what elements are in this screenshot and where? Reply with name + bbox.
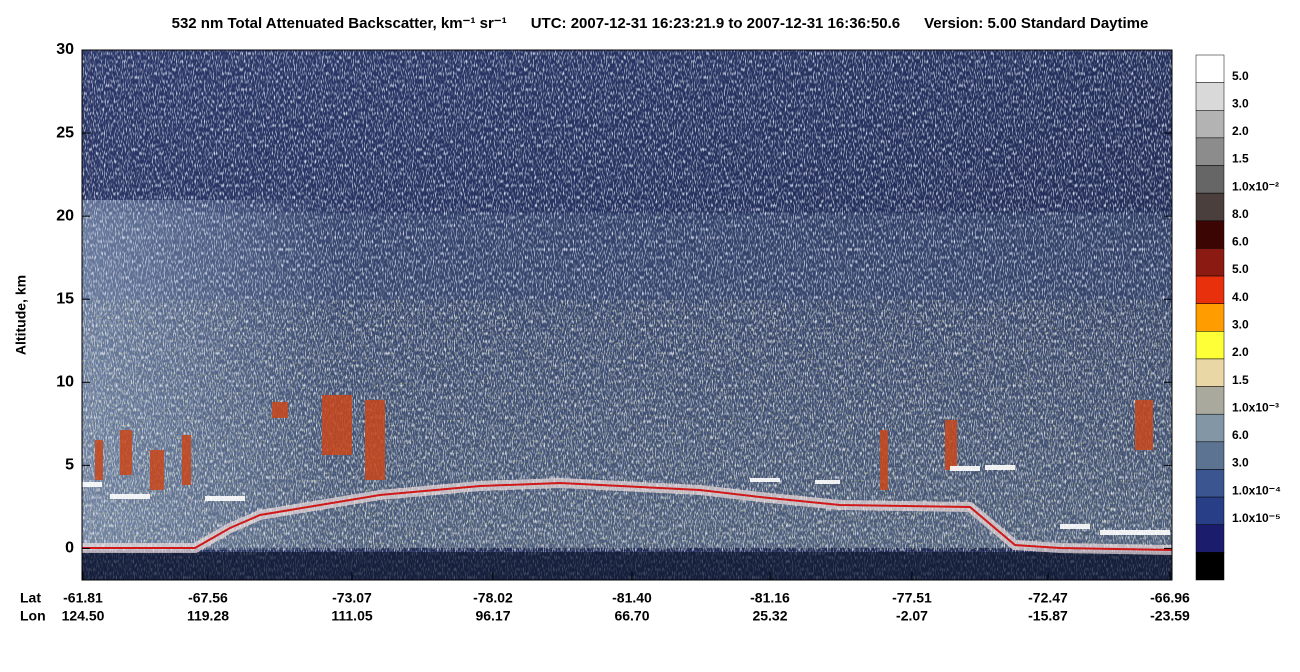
colorbar-bin (1195, 386, 1225, 415)
colorbar-bin (1195, 469, 1225, 498)
colorbar-label: 8.0 (1232, 207, 1249, 221)
colorbar-bin (1195, 137, 1225, 166)
y-tick-label: 30 (56, 41, 74, 58)
colorbar-bin (1195, 413, 1225, 443)
colorbar-bin (1195, 192, 1225, 222)
x-tick-lat: -78.02 (473, 590, 513, 606)
x-tick-lon: 66.70 (614, 608, 649, 624)
x-tick-lat: -73.07 (332, 590, 372, 606)
y-tick-label: 10 (56, 374, 74, 391)
y-axis-label: Altitude, km (13, 275, 29, 355)
colorbar-label: 1.0x10⁻⁵ (1232, 511, 1281, 525)
colorbar-label: 3.0 (1232, 317, 1249, 331)
colorbar-bin (1195, 248, 1225, 277)
y-tick-label: 20 (56, 207, 74, 224)
colorbar-label: 6.0 (1232, 235, 1249, 249)
colorbar-bin (1195, 82, 1225, 111)
y-tick-label: 0 (65, 540, 74, 557)
colorbar-bin (1195, 110, 1225, 139)
x-tick-lon: -2.07 (896, 608, 928, 624)
colorbar-bin (1195, 275, 1225, 304)
x-tick-lat: -61.81 (63, 590, 103, 606)
colorbar-label: 6.0 (1232, 428, 1249, 442)
version: Version: 5.00 Standard Daytime (924, 15, 1148, 32)
x-tick-lon: -23.59 (1150, 608, 1190, 624)
colorbar-bin (1195, 441, 1225, 470)
y-tick-label: 5 (65, 457, 74, 474)
lat-label: Lat (20, 590, 41, 606)
x-tick-lon: 96.17 (475, 608, 510, 624)
x-tick-lat: -81.16 (750, 590, 790, 606)
plot-frame (81, 49, 1173, 581)
colorbar-label: 1.0x10⁻² (1232, 179, 1279, 193)
colorbar-bin (1195, 303, 1225, 332)
x-tick-lat: -72.47 (1028, 590, 1068, 606)
colorbar-label: 1.0x10⁻³ (1232, 400, 1279, 414)
colorbar-label: 3.0 (1232, 96, 1249, 110)
colorbar-label: 2.0 (1232, 124, 1249, 138)
title: 532 nm Total Attenuated Backscatter, km⁻… (172, 15, 507, 32)
x-tick-lon: 25.32 (752, 608, 787, 624)
colorbar-bin (1195, 496, 1225, 525)
colorbar-label: 3.0 (1232, 456, 1249, 470)
colorbar-bin (1195, 552, 1225, 581)
chart-title: 532 nm Total Attenuated Backscatter, km⁻… (172, 15, 1149, 32)
colorbar-label: 2.0 (1232, 345, 1249, 359)
lon-label: Lon (20, 608, 46, 624)
x-tick-lat: -67.56 (188, 590, 228, 606)
colorbar-label: 1.5 (1232, 152, 1249, 166)
subtitle: UTC: 2007-12-31 16:23:21.9 to 2007-12-31… (531, 15, 900, 32)
colorbar-bin (1195, 524, 1225, 553)
colorbar-label: 4.0 (1232, 290, 1249, 304)
colorbar-bin (1195, 54, 1225, 83)
x-tick-lon: 111.05 (331, 608, 372, 624)
y-tick-label: 25 (56, 124, 74, 141)
x-tick-lon: -15.87 (1028, 608, 1068, 624)
colorbar-bin (1195, 331, 1225, 360)
colorbar-label: 5.0 (1232, 262, 1249, 276)
colorbar-label: 5.0 (1232, 69, 1249, 83)
y-tick-label: 15 (56, 290, 74, 307)
x-tick-lat: -77.51 (892, 590, 932, 606)
colorbar-bin (1195, 165, 1225, 194)
backscatter-image (82, 50, 1172, 580)
x-tick-lat: -66.96 (1150, 590, 1190, 606)
x-tick-lat: -81.40 (612, 590, 652, 606)
colorbar-bin (1195, 220, 1225, 249)
colorbar-label: 1.5 (1232, 373, 1249, 387)
x-tick-lon: 119.28 (187, 608, 229, 624)
colorbar-label: 1.0x10⁻⁴ (1232, 483, 1281, 497)
x-tick-lon: 124.50 (62, 608, 105, 624)
colorbar-bin (1195, 358, 1225, 387)
